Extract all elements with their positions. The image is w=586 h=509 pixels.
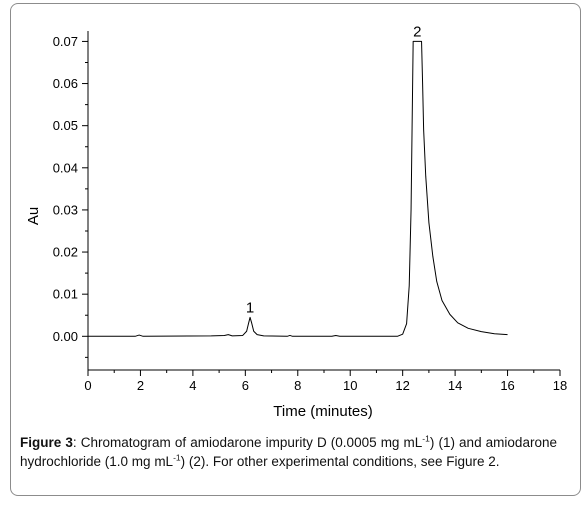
x-tick-label: 10 bbox=[343, 378, 357, 393]
x-axis-title: Time (minutes) bbox=[273, 403, 372, 420]
x-tick-label: 8 bbox=[294, 378, 301, 393]
y-tick-label: 0.06 bbox=[53, 76, 78, 91]
y-axis: 0.00 0.01 0.02 0.03 0.04 0.05 0.06 0.07 bbox=[53, 31, 89, 370]
x-tick-label: 16 bbox=[500, 378, 514, 393]
caption-superscript-1: -1 bbox=[422, 433, 430, 444]
x-tick-label: 2 bbox=[137, 378, 144, 393]
caption-text-part1: Chromatogram of amiodarone impurity D (0… bbox=[80, 435, 423, 450]
caption-label: Figure 3 bbox=[20, 435, 73, 450]
x-tick-label: 12 bbox=[395, 378, 409, 393]
y-tick-label: 0.02 bbox=[53, 245, 78, 260]
caption-text-part3: ) (2). For other experimental conditions… bbox=[180, 453, 500, 469]
series-group bbox=[88, 40, 508, 337]
caption-superscript-2: -1 bbox=[173, 452, 181, 462]
figure-caption: Figure 3: Chromatogram of amiodarone imp… bbox=[20, 434, 557, 471]
peak-label: 1 bbox=[246, 299, 254, 316]
figure-frame bbox=[10, 3, 581, 496]
y-axis-title: Au bbox=[25, 207, 42, 225]
y-tick-label: 0.07 bbox=[53, 34, 78, 49]
x-tick-label: 14 bbox=[448, 378, 462, 393]
x-tick-label: 18 bbox=[553, 378, 567, 393]
y-tick-label: 0.04 bbox=[53, 160, 78, 175]
x-tick-label: 0 bbox=[84, 378, 91, 393]
x-tick-label: 6 bbox=[242, 378, 249, 393]
caption-separator: : bbox=[72, 435, 81, 450]
y-tick-label: 0.00 bbox=[53, 329, 78, 344]
y-tick-label: 0.01 bbox=[53, 287, 78, 302]
x-tick-label: 4 bbox=[189, 378, 196, 393]
chromatogram-chart: 0.000.010.020.030.040.050.060.07 0 2 4 6 8 10… bbox=[25, 23, 567, 420]
annotation-group: 12 bbox=[246, 23, 422, 316]
y-tick-label: 0.05 bbox=[53, 118, 78, 133]
peak-label: 2 bbox=[413, 23, 421, 40]
x-axis: 0 2 4 6 8 10 12 14 16 18 bbox=[84, 369, 567, 393]
y-tick-label: 0.03 bbox=[53, 202, 78, 217]
chromatogram-trace bbox=[88, 40, 508, 337]
caption-text-part2: ) (1) and amiodarone hydrochloride (1.0 … bbox=[20, 435, 557, 469]
